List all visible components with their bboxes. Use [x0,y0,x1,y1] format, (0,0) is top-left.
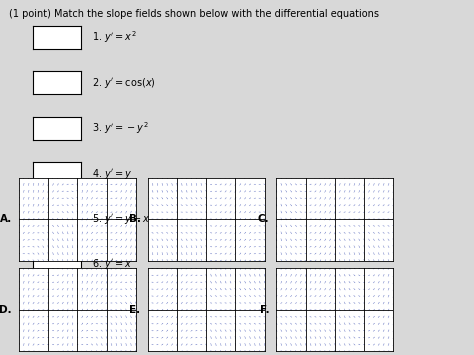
Text: E.: E. [129,305,141,315]
Text: A.: A. [0,214,12,224]
Text: F.: F. [260,305,269,315]
Text: (1 point) Match the slope fields shown below with the differential equations: (1 point) Match the slope fields shown b… [9,9,380,19]
Text: 5. $y' = y - x$: 5. $y' = y - x$ [92,212,151,226]
Text: 2. $y' = \cos(x)$: 2. $y' = \cos(x)$ [92,76,156,90]
Text: 1. $y' = x^2$: 1. $y' = x^2$ [92,29,137,45]
Text: D.: D. [0,305,12,315]
Text: 4. $y' = y$: 4. $y' = y$ [92,166,133,181]
Text: 6. $y' = x$: 6. $y' = x$ [92,257,133,272]
Text: B.: B. [128,214,141,224]
Text: 3. $y' = -y^2$: 3. $y' = -y^2$ [92,120,149,136]
Text: C.: C. [258,214,269,224]
